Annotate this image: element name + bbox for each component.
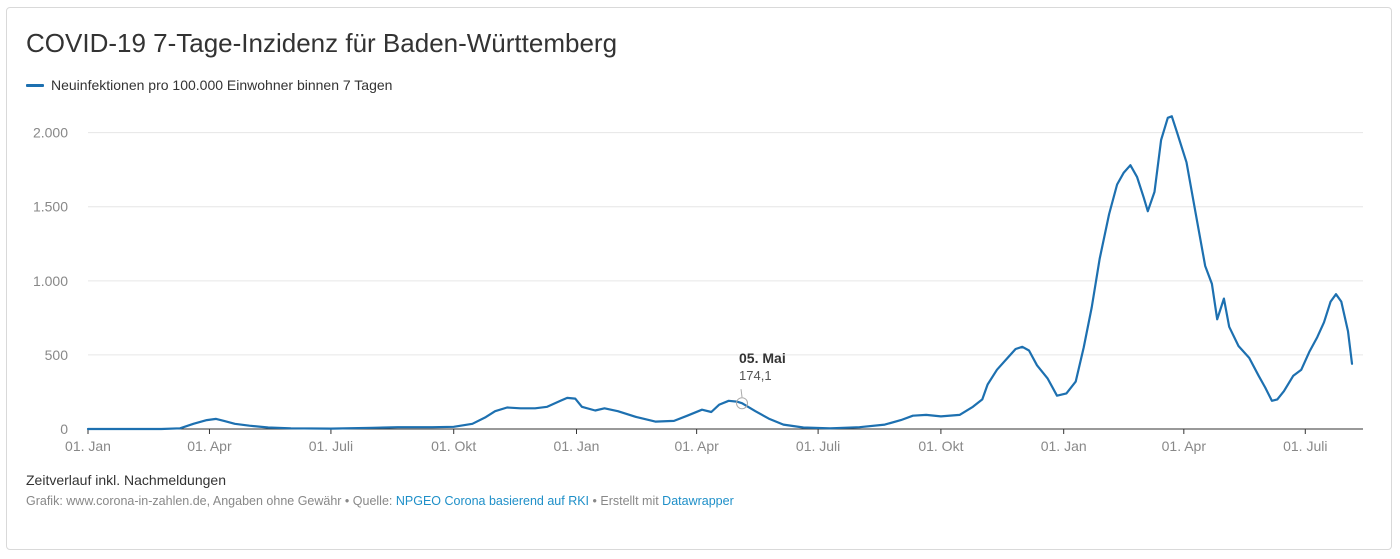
chart-notes: Zeitverlauf inkl. Nachmeldungen [26,472,226,488]
x-tick-label: 01. Okt [431,438,476,454]
source-link[interactable]: NPGEO Corona basierend auf RKI [395,494,590,508]
series-line [86,115,1354,431]
y-tick-label: 1.000 [33,273,68,289]
chart-title: COVID-19 7-Tage-Inzidenz für Baden-Württ… [26,28,618,58]
legend-label: Neuinfektionen pro 100.000 Einwohner bin… [51,77,393,93]
footer-middle: • Erstellt mit [589,494,663,508]
x-tick-label: 01. Apr [1162,438,1207,454]
x-tick-label: 01. Okt [918,438,963,454]
chart-footer: Grafik: www.corona-in-zahlen.de, Angaben… [26,494,734,508]
x-tick-label: 01. Jan [65,438,111,454]
y-tick-label: 1.500 [33,199,68,215]
x-tick-label: 01. Apr [674,438,719,454]
annotation-date: 05. Mai [739,350,786,366]
x-tick-label: 01. Juli [309,438,353,454]
x-tick-label: 01. Juli [1283,438,1327,454]
footer-prefix: Grafik: www.corona-in-zahlen.de, Angaben… [26,494,396,508]
chart-card [6,7,1392,550]
chart-legend: Neuinfektionen pro 100.000 Einwohner bin… [26,77,392,93]
x-tick-label: 01. Juli [796,438,840,454]
datawrapper-link[interactable]: Datawrapper [662,494,734,508]
x-tick-label: 01. Jan [1041,438,1087,454]
annotation-marker [736,397,749,410]
annotation-connector [740,389,743,398]
x-tick-label: 01. Apr [187,438,232,454]
y-tick-label: 0 [60,421,68,437]
y-tick-label: 2.000 [33,125,68,141]
legend-swatch [26,83,44,87]
x-tick-label: 01. Jan [554,438,600,454]
annotation-value: 174,1 [739,368,772,383]
y-tick-label: 500 [45,347,69,363]
